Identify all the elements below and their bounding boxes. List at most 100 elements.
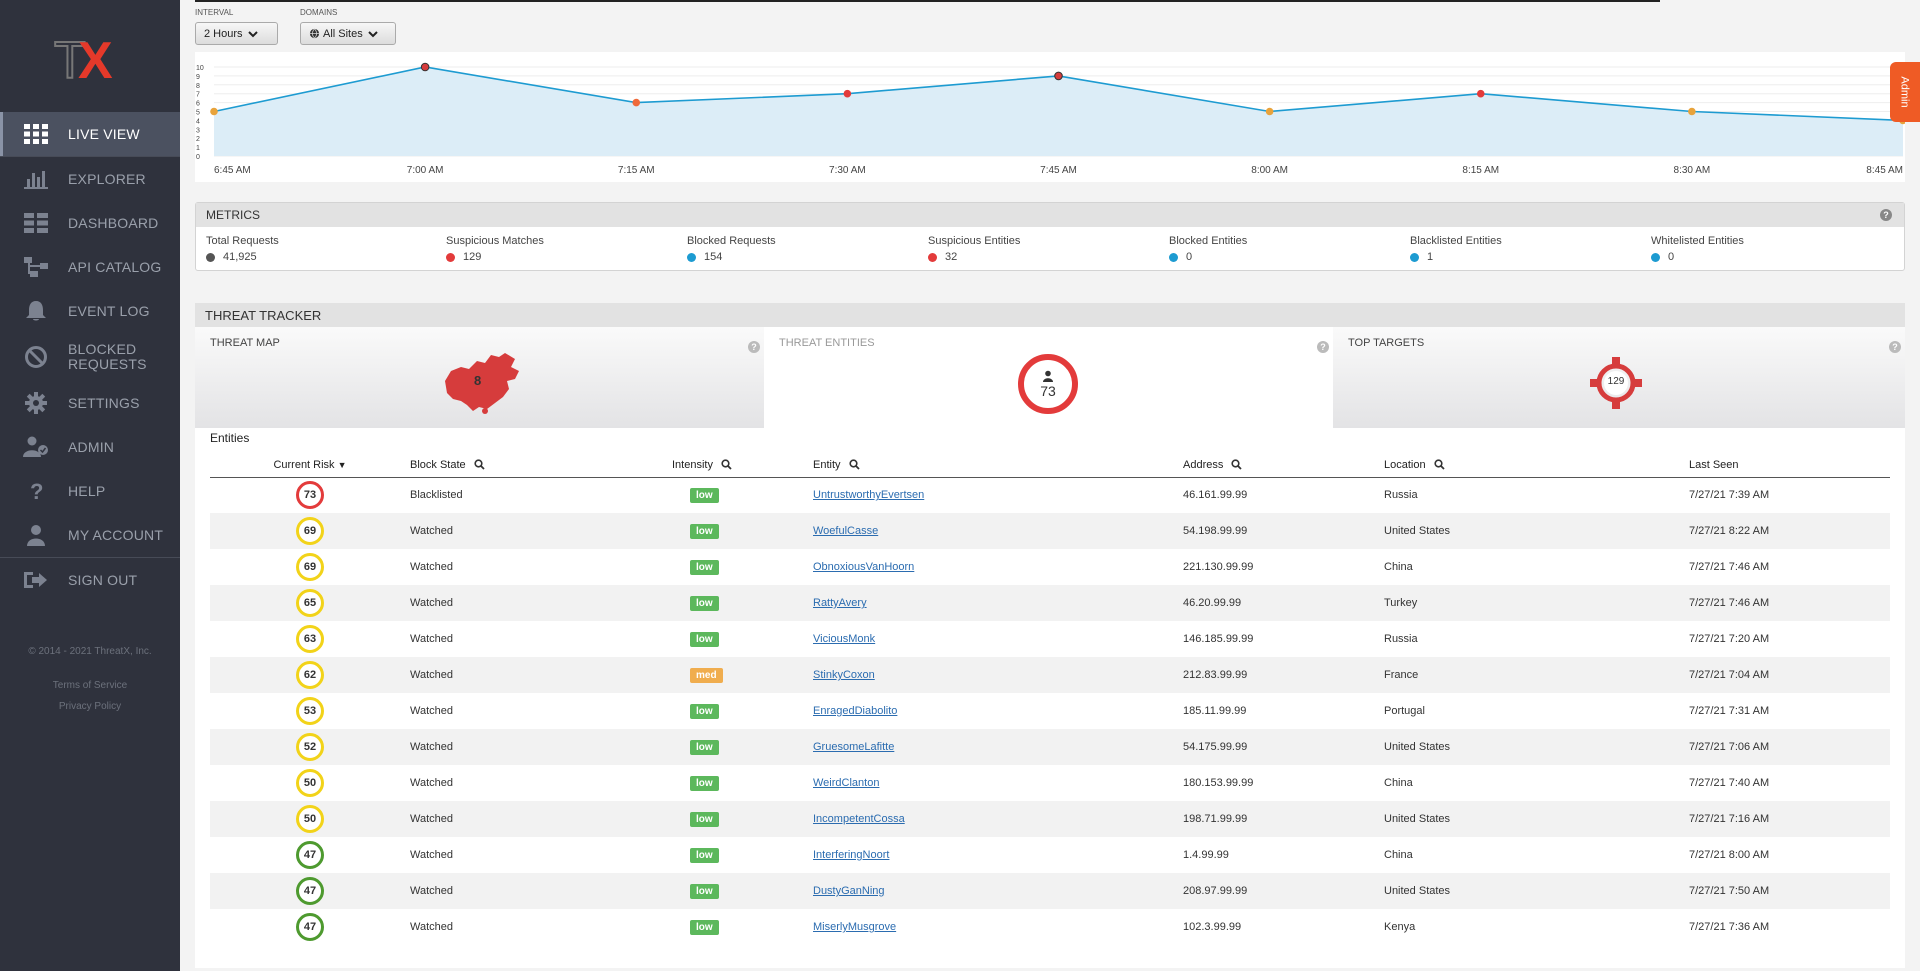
col-location[interactable]: Location <box>1384 453 1689 478</box>
col-last-seen[interactable]: Last Seen <box>1689 453 1890 478</box>
table-row[interactable]: 52 Watched low GruesomeLafitte 54.175.99.99 U… <box>210 729 1890 765</box>
col-block-state[interactable]: Block State <box>410 453 672 478</box>
col-address-label: Address <box>1183 458 1224 471</box>
metric-value: 32 <box>945 251 958 263</box>
risk-badge: 65 <box>296 589 324 617</box>
metric-label: Blocked Requests <box>687 235 776 247</box>
nav-item-my-account[interactable]: MY ACCOUNT <box>0 513 180 557</box>
threat-map-help-icon[interactable]: ? <box>748 341 760 353</box>
table-row[interactable]: 62 Watched med StinkyCoxon 212.83.99.99 Franc… <box>210 657 1890 693</box>
block-state: Blacklisted <box>410 489 463 502</box>
nav-item-help[interactable]: ? HELP <box>0 469 180 513</box>
entity-link[interactable]: WeirdClanton <box>813 777 880 789</box>
gear-icon <box>22 391 50 415</box>
location-cell: Kenya <box>1384 921 1416 933</box>
x-tick-label: 8:30 AM <box>1674 165 1711 176</box>
search-icon[interactable] <box>848 459 860 470</box>
entity-link[interactable]: EnragedDiabolito <box>813 705 898 717</box>
nav-item-explorer[interactable]: EXPLORER <box>0 157 180 201</box>
threatx-logo[interactable]: T X <box>52 30 132 86</box>
table-row[interactable]: 47 Watched low MiserlyMusgrove 102.3.99.99 Ke… <box>210 909 1890 945</box>
interval-dropdown[interactable]: 2 Hours <box>195 22 278 45</box>
domains-dropdown[interactable]: All Sites <box>300 22 396 45</box>
block-state: Watched <box>410 729 672 765</box>
domains-value: All Sites <box>323 27 363 40</box>
entity-link[interactable]: DustyGanNing <box>813 885 885 897</box>
x-tick-label: 7:30 AM <box>829 165 866 176</box>
entity-link[interactable]: ViciousMonk <box>813 633 876 645</box>
search-icon[interactable] <box>1231 459 1242 470</box>
table-row[interactable]: 69 Watched low WoefulCasse 54.198.99.99 Unite… <box>210 513 1890 549</box>
entity-link[interactable]: WoefulCasse <box>813 525 879 537</box>
nav-item-blocked[interactable]: BLOCKED REQUESTS <box>0 333 180 381</box>
table-row[interactable]: 50 Watched low IncompetentCossa 198.71.99.99… <box>210 801 1890 837</box>
top-targets-help-icon[interactable]: ? <box>1889 341 1901 353</box>
metric-blocked-entities: Blocked Entities 0 <box>1169 235 1247 263</box>
col-address[interactable]: Address <box>1183 453 1384 478</box>
y-tick-label: 2 <box>196 136 200 143</box>
entity-link[interactable]: RattyAvery <box>813 597 867 609</box>
table-row[interactable]: 69 Watched low ObnoxiousVanHoorn 221.130.99.… <box>210 549 1890 585</box>
privacy-link[interactable]: Privacy Policy <box>58 701 122 712</box>
col-current-risk-label: Current Risk <box>273 458 335 471</box>
nav-item-dashboard[interactable]: DASHBOARD <box>0 201 180 245</box>
metric-suspicious-matches: Suspicious Matches 129 <box>446 235 544 263</box>
metric-label: Whitelisted Entities <box>1651 235 1744 247</box>
entity-link[interactable]: MiserlyMusgrove <box>813 921 897 933</box>
address-cell: 221.130.99.99 <box>1183 561 1254 573</box>
table-row[interactable]: 50 Watched low WeirdClanton 180.153.99.99 Chi… <box>210 765 1890 801</box>
svg-text:?: ? <box>30 480 44 502</box>
metrics-help-icon[interactable]: ? <box>1880 209 1892 221</box>
threat-entities-help-icon[interactable]: ? <box>1317 341 1329 353</box>
nav-item-sign-out[interactable]: SIGN OUT <box>0 558 180 602</box>
x-tick-label: 7:45 AM <box>1040 165 1077 176</box>
nav-label: HELP <box>68 482 106 499</box>
col-block-state-label: Block State <box>410 458 466 471</box>
status-dot <box>1169 252 1178 262</box>
nav-item-settings[interactable]: SETTINGS <box>0 381 180 425</box>
last-seen-cell: 7/27/21 7:40 AM <box>1689 777 1770 789</box>
threat-entities-tile[interactable]: THREAT ENTITIES ? 73 <box>764 327 1333 428</box>
metric-label: Blacklisted Entities <box>1410 235 1502 247</box>
nav-item-api-catalog[interactable]: API CATALOG <box>0 245 180 289</box>
threat-entities-count: 73 <box>1040 382 1056 399</box>
search-icon[interactable] <box>721 459 732 470</box>
intensity-badge: low <box>690 847 719 863</box>
search-icon[interactable] <box>1433 459 1445 470</box>
threat-map-title: THREAT MAP <box>210 337 280 349</box>
nav-item-admin[interactable]: ADMIN <box>0 425 180 469</box>
status-dot <box>206 252 215 262</box>
admin-tab[interactable]: Admin <box>1890 62 1920 122</box>
table-row[interactable]: 73 Blacklisted low UntrustworthyEvertsen 46.… <box>210 477 1890 513</box>
top-targets-tile[interactable]: TOP TARGETS ? 129 <box>1333 327 1905 428</box>
chevron-down-icon <box>368 30 378 37</box>
threat-map-tile[interactable]: THREAT MAP ? 8 <box>195 327 764 428</box>
entity-link[interactable]: IncompetentCossa <box>813 813 905 825</box>
entity-link[interactable]: StinkyCoxon <box>813 669 875 681</box>
metric-value: 1 <box>1427 251 1434 263</box>
entity-link[interactable]: InterferingNoort <box>813 849 890 861</box>
nav-item-live-view[interactable]: LIVE VIEW <box>0 112 180 156</box>
table-row[interactable]: 53 Watched low EnragedDiabolito 185.11.99.99… <box>210 693 1890 729</box>
table-row[interactable]: 65 Watched low RattyAvery 46.20.99.99 Turkey 7… <box>210 585 1890 621</box>
col-current-risk[interactable]: Current Risk ▼ <box>210 453 410 478</box>
entity-link[interactable]: ObnoxiousVanHoorn <box>813 561 915 573</box>
x-tick-label: 7:00 AM <box>407 165 444 176</box>
svg-text:T: T <box>54 32 86 86</box>
table-row[interactable]: 47 Watched low DustyGanNing 208.97.99.99 Unit… <box>210 873 1890 909</box>
risk-badge: 69 <box>296 553 324 581</box>
col-entity[interactable]: Entity <box>813 453 1183 478</box>
terms-link[interactable]: Terms of Service <box>52 680 128 691</box>
entity-link[interactable]: GruesomeLafitte <box>813 741 895 753</box>
intensity-badge: low <box>690 523 719 539</box>
api-icon <box>22 255 50 279</box>
chevron-down-icon <box>247 30 258 37</box>
entity-link[interactable]: UntrustworthyEvertsen <box>813 489 925 502</box>
nav-item-event-log[interactable]: EVENT LOG <box>0 289 180 333</box>
col-intensity[interactable]: Intensity <box>672 453 813 478</box>
table-row[interactable]: 47 Watched low InterferingNoort 1.4.99.99 Chi… <box>210 837 1890 873</box>
table-header-row: Current Risk ▼ Block State Intensity Ent… <box>210 453 1890 478</box>
top-targets-count: 129 <box>1607 376 1625 387</box>
table-row[interactable]: 63 Watched low ViciousMonk 146.185.99.99 Russ… <box>210 621 1890 657</box>
search-icon[interactable] <box>474 459 485 470</box>
